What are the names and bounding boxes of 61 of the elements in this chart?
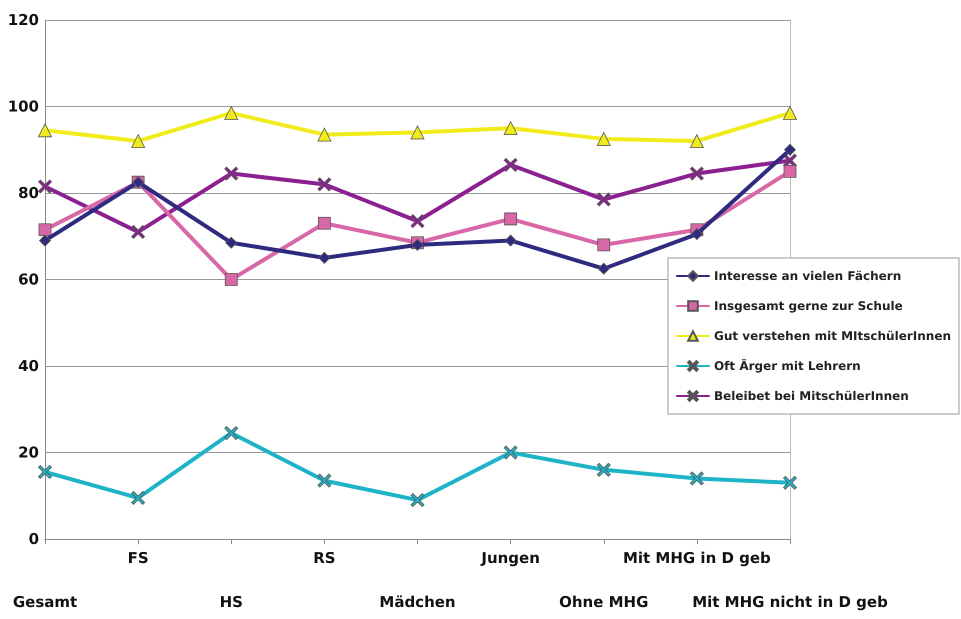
- legend-label: Interesse an vielen Fächern: [714, 269, 902, 283]
- y-tick-label: 40: [18, 357, 39, 375]
- point: [317, 177, 332, 192]
- x-tick-label: Gesamt: [12, 593, 78, 611]
- point: [38, 180, 52, 194]
- point: [224, 166, 238, 180]
- point: [224, 106, 238, 120]
- point: [38, 123, 52, 138]
- point: [504, 234, 517, 246]
- x-tick-label: FS: [128, 549, 149, 567]
- x-tick-label: HS: [220, 593, 243, 611]
- point: [598, 262, 610, 275]
- x-tick-label: Mit MHG in D geb: [622, 549, 772, 567]
- legend-label: Beleibet bei MitschülerInnen: [714, 389, 909, 403]
- y-tick-label: 100: [8, 98, 39, 116]
- x-tick-label: Jungen: [480, 549, 540, 567]
- point: [410, 493, 424, 507]
- point: [690, 134, 704, 148]
- point: [131, 134, 146, 148]
- x-tick-label: Mädchen: [379, 593, 456, 611]
- y-tick-label: 20: [18, 444, 39, 462]
- legend-label: Gut verstehen mit MItschülerInnen: [714, 329, 952, 343]
- point: [784, 164, 796, 178]
- point: [224, 273, 238, 286]
- point: [318, 252, 330, 264]
- x-tick-label: Mit MHG nicht in D geb: [692, 593, 888, 611]
- point: [690, 228, 703, 240]
- y-tick-label: 0: [28, 530, 39, 548]
- x-tick-label: RS: [313, 549, 336, 567]
- point: [504, 158, 518, 172]
- point: [131, 225, 146, 239]
- point: [597, 238, 610, 252]
- point: [504, 121, 518, 136]
- point: [38, 223, 52, 236]
- point: [784, 144, 796, 156]
- point: [317, 128, 332, 142]
- point: [131, 491, 146, 505]
- point: [224, 426, 238, 440]
- point: [690, 166, 704, 180]
- y-tick-label: 120: [8, 11, 39, 29]
- legend-label: Insgesamt gerne zur Schule: [714, 299, 903, 313]
- point: [783, 106, 797, 120]
- legend-label: Oft Ärger mit Lehrern: [714, 358, 861, 373]
- point: [39, 234, 51, 246]
- x-tick-label: Ohne MHG: [559, 593, 648, 611]
- point: [38, 465, 52, 479]
- point: [318, 216, 331, 230]
- point: [596, 462, 611, 477]
- y-tick-label: 80: [18, 184, 39, 202]
- point: [412, 239, 424, 251]
- point: [317, 474, 332, 488]
- point: [410, 214, 424, 228]
- point: [596, 132, 611, 146]
- point: [690, 472, 704, 486]
- point: [504, 212, 518, 226]
- point: [504, 446, 518, 460]
- point: [596, 192, 611, 206]
- point: [225, 236, 238, 249]
- point: [410, 126, 424, 140]
- y-tick-label: 60: [18, 270, 39, 288]
- point: [783, 476, 797, 490]
